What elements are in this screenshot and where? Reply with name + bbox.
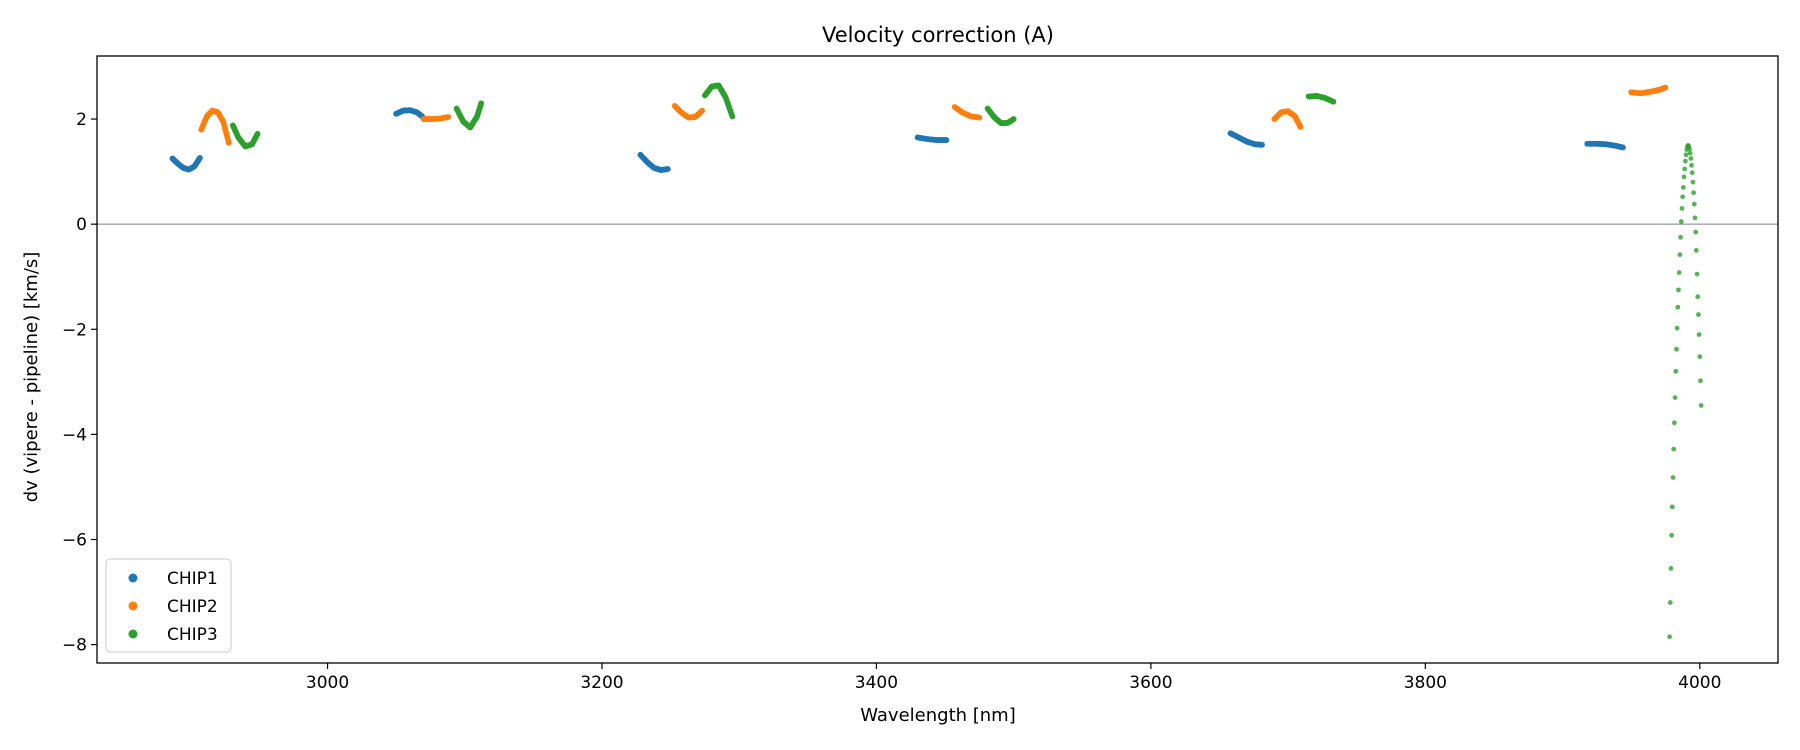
x-axis: 3000 3200 3400 3600 3800 4000 <box>306 663 1721 693</box>
chip3-point <box>1688 156 1694 161</box>
chip3-point <box>1676 270 1682 275</box>
legend-label-chip3: CHIP3 <box>167 625 218 645</box>
chip3-point <box>1697 354 1703 360</box>
x-tick-label: 3200 <box>580 673 623 693</box>
chip1-point <box>1620 144 1626 151</box>
chip3-point <box>254 130 261 137</box>
chip3-point <box>1669 504 1675 510</box>
chip3-point <box>1695 294 1701 300</box>
x-tick-label: 3000 <box>306 673 349 693</box>
chip3-point <box>1692 215 1698 221</box>
legend-marker-chip2 <box>128 601 138 611</box>
chip3-point <box>1671 420 1677 426</box>
chip3-point <box>729 113 736 120</box>
x-tick-label: 4000 <box>1678 673 1721 693</box>
chip3-point <box>1669 532 1675 538</box>
chip3-point <box>1682 166 1688 172</box>
chip3-point <box>1679 206 1685 211</box>
chip3-point <box>1675 304 1681 310</box>
chip3-point <box>1674 346 1679 352</box>
chip2-point <box>699 107 706 114</box>
chip3-point <box>1681 174 1687 180</box>
y-tick-label: −2 <box>62 320 87 340</box>
chip3-point <box>1693 229 1699 235</box>
chip3-point <box>1667 634 1672 640</box>
chip2-point <box>1297 124 1304 130</box>
chip3-point <box>1668 566 1674 571</box>
chip2-point <box>225 139 232 146</box>
chip1-point <box>197 155 203 161</box>
chip3-point <box>1680 194 1686 200</box>
x-axis-label: Wavelength [nm] <box>860 705 1016 726</box>
chip3-point <box>1677 252 1683 258</box>
chip3-point <box>1010 116 1017 122</box>
chip1-point <box>664 166 671 172</box>
chip3-point <box>1674 325 1680 331</box>
chip2-point <box>445 114 452 120</box>
chip3-point <box>1689 162 1694 168</box>
y-tick-label: −4 <box>62 425 87 445</box>
chip3-point <box>478 100 485 107</box>
chip3-point <box>1330 98 1337 105</box>
chip3-point <box>1670 475 1676 480</box>
legend-label-chip2: CHIP2 <box>167 597 218 617</box>
x-tick-label: 3600 <box>1129 673 1172 693</box>
chip3-point <box>1671 446 1677 452</box>
chip3-point <box>1687 150 1693 156</box>
chip3-point <box>1690 179 1696 185</box>
y-tick-label: 2 <box>76 110 87 130</box>
chip3-point <box>1689 170 1695 176</box>
legend-box <box>105 558 232 653</box>
y-axis-label: dv (vipere - pipeline) [km/s] <box>21 252 42 503</box>
chip3-point <box>1673 368 1679 374</box>
chip2-point <box>976 114 983 121</box>
y-tick-label: −6 <box>62 530 87 550</box>
chip3-point <box>1694 271 1700 277</box>
y-tick-label: 0 <box>76 215 87 235</box>
chip3-point <box>1691 190 1697 196</box>
chip3-point <box>1678 234 1683 240</box>
chip3-point <box>1672 395 1678 401</box>
chip2-point <box>1662 84 1669 91</box>
legend-marker-chip1 <box>128 573 138 583</box>
legend: CHIP1 CHIP2 CHIP3 <box>105 558 232 653</box>
chip1-point <box>1259 141 1265 148</box>
chip3-point <box>1667 600 1673 605</box>
legend-marker-chip3 <box>128 629 138 639</box>
chip3-point <box>1691 201 1697 207</box>
chip3-point <box>1698 378 1703 384</box>
x-tick-label: 3800 <box>1404 673 1447 693</box>
chip3-point <box>1696 312 1701 317</box>
chip3-point <box>1682 158 1688 164</box>
chip3-point <box>1693 248 1699 253</box>
data-points <box>169 82 1704 640</box>
chip3-point <box>1680 184 1686 190</box>
chip3-point <box>1678 219 1684 224</box>
chip3-point <box>1698 403 1704 408</box>
chip3-point <box>1696 332 1702 337</box>
chart-title: Velocity correction (A) <box>822 23 1054 47</box>
chip3-point <box>1676 287 1681 293</box>
legend-label-chip1: CHIP1 <box>167 569 218 589</box>
chip1-point <box>943 137 950 143</box>
y-axis: −8 −6 −4 −2 0 2 <box>62 110 97 656</box>
chip3-point <box>1687 146 1692 152</box>
y-tick-label: −8 <box>62 636 87 656</box>
x-tick-label: 3400 <box>855 673 898 693</box>
chip3-point <box>1683 152 1689 158</box>
plot-frame <box>96 55 1779 664</box>
plot-area <box>96 55 1779 664</box>
